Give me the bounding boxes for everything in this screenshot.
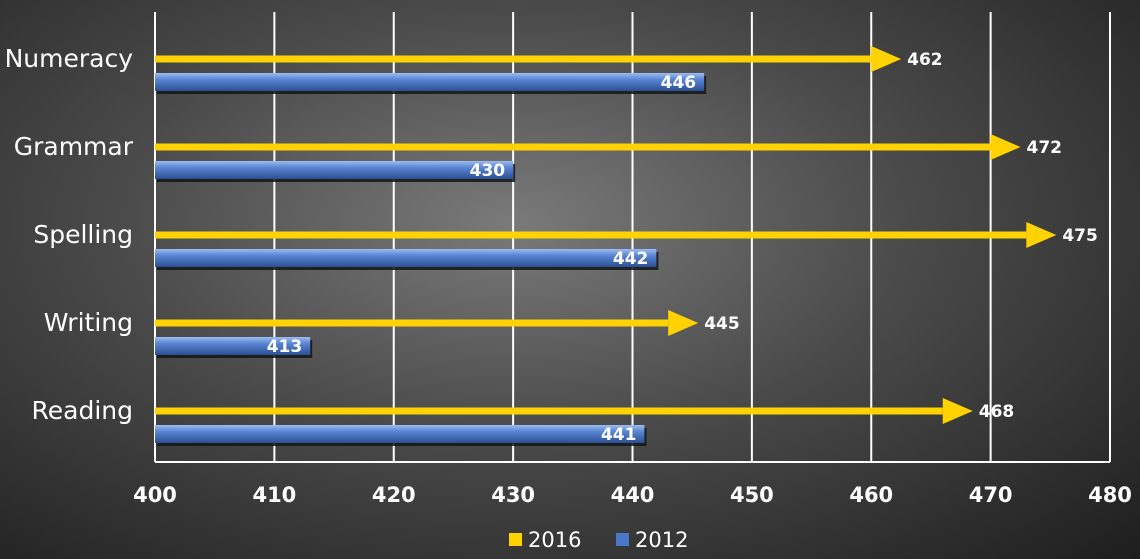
data-label-2012: 441 bbox=[601, 425, 637, 445]
arrow-head-2016 bbox=[942, 398, 973, 424]
data-label-2012: 446 bbox=[661, 73, 697, 93]
category-label: Numeracy bbox=[5, 44, 134, 73]
legend-label-2012: 2012 bbox=[635, 528, 688, 552]
x-tick-label: 400 bbox=[133, 483, 177, 507]
data-label-2016: 462 bbox=[907, 50, 943, 70]
bars: 462 446 472 430 475 442 445 413 468 441 bbox=[155, 46, 1098, 446]
x-tick-label: 460 bbox=[849, 483, 893, 507]
bar-2012 bbox=[155, 161, 514, 179]
x-tick-label: 480 bbox=[1088, 483, 1132, 507]
legend-label-2016: 2016 bbox=[528, 528, 581, 552]
arrow-head-2016 bbox=[1026, 222, 1057, 248]
category-label: Spelling bbox=[33, 220, 133, 249]
arrow-shaft-2016 bbox=[155, 143, 991, 151]
bar-2012 bbox=[155, 73, 705, 91]
x-tick-label: 470 bbox=[969, 483, 1013, 507]
legend: 2016 2012 bbox=[509, 528, 688, 552]
category-labels: Numeracy Grammar Spelling Writing Reading bbox=[5, 44, 134, 425]
bar-2012 bbox=[155, 249, 657, 267]
tick-labels: 400 410 420 430 440 450 460 470 480 bbox=[133, 483, 1132, 507]
arrow-shaft-2016 bbox=[155, 55, 872, 63]
x-tick-label: 430 bbox=[491, 483, 535, 507]
arrow-shaft-2016 bbox=[155, 407, 943, 415]
data-label-2016: 445 bbox=[704, 314, 740, 334]
legend-swatch-2016 bbox=[509, 533, 522, 546]
data-label-2016: 468 bbox=[979, 402, 1015, 422]
data-label-2012: 430 bbox=[470, 161, 506, 181]
legend-swatch-2012 bbox=[616, 533, 629, 546]
arrow-shaft-2016 bbox=[155, 231, 1027, 239]
x-tick-label: 440 bbox=[611, 483, 655, 507]
bar-2012 bbox=[155, 337, 311, 355]
category-label: Grammar bbox=[14, 132, 134, 161]
x-tick-label: 450 bbox=[730, 483, 774, 507]
arrow-head-2016 bbox=[990, 134, 1021, 160]
category-label: Reading bbox=[32, 396, 133, 425]
arrow-shaft-2016 bbox=[155, 319, 669, 327]
data-label-2012: 413 bbox=[267, 337, 303, 357]
data-label-2012: 442 bbox=[613, 249, 649, 269]
x-tick-label: 420 bbox=[372, 483, 416, 507]
category-label: Writing bbox=[44, 308, 133, 337]
arrow-head-2016 bbox=[871, 46, 902, 72]
data-label-2016: 472 bbox=[1027, 138, 1063, 158]
x-tick-label: 410 bbox=[252, 483, 296, 507]
arrow-head-2016 bbox=[668, 310, 699, 336]
data-label-2016: 475 bbox=[1062, 226, 1098, 246]
bar-2012 bbox=[155, 425, 645, 443]
